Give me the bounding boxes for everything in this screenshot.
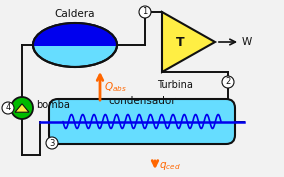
Circle shape [139, 6, 151, 18]
Polygon shape [15, 104, 29, 112]
Text: 4: 4 [5, 104, 11, 113]
Text: 3: 3 [49, 138, 55, 147]
Text: 1: 1 [142, 7, 148, 16]
FancyBboxPatch shape [49, 99, 235, 144]
Text: W: W [242, 37, 252, 47]
Text: 2: 2 [225, 78, 231, 87]
Text: T: T [176, 36, 184, 48]
Polygon shape [162, 12, 215, 72]
Text: Caldera: Caldera [55, 9, 95, 19]
Text: $q_{ced}$: $q_{ced}$ [159, 160, 181, 172]
Circle shape [11, 97, 33, 119]
Ellipse shape [33, 23, 117, 67]
Circle shape [2, 102, 14, 114]
Text: $Q_{abs}$: $Q_{abs}$ [104, 81, 127, 94]
Text: bomba: bomba [36, 100, 70, 110]
Polygon shape [33, 23, 117, 45]
Text: Turbina: Turbina [157, 80, 193, 90]
Text: condensador: condensador [108, 96, 176, 106]
Circle shape [46, 137, 58, 149]
Circle shape [222, 76, 234, 88]
